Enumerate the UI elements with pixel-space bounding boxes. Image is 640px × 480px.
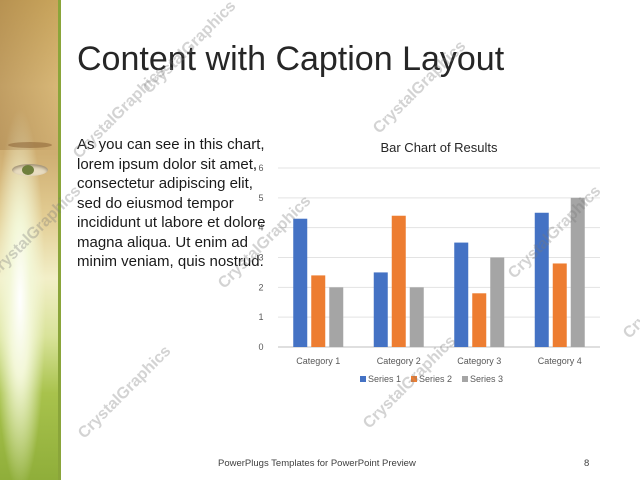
x-tick-label: Category 1 bbox=[296, 356, 340, 366]
y-tick-label: 0 bbox=[258, 342, 263, 352]
y-tick-label: 5 bbox=[258, 193, 263, 203]
y-tick-label: 1 bbox=[258, 312, 263, 322]
legend-label: Series 3 bbox=[470, 374, 503, 384]
bar-series-2 bbox=[472, 293, 487, 347]
accent-bar bbox=[58, 0, 61, 480]
side-photo bbox=[0, 0, 60, 480]
x-tick-label: Category 3 bbox=[457, 356, 501, 366]
eyebrow bbox=[8, 142, 52, 148]
bar-series-3 bbox=[409, 287, 424, 347]
bar-series-3 bbox=[490, 257, 505, 347]
watermark: CrystalGraphics bbox=[75, 342, 175, 443]
bar-series-2 bbox=[391, 215, 406, 347]
x-tick-label: Category 4 bbox=[538, 356, 582, 366]
bar-series-2 bbox=[311, 275, 326, 347]
footer-text: PowerPlugs Templates for PowerPoint Prev… bbox=[218, 458, 416, 469]
y-tick-label: 6 bbox=[258, 163, 263, 173]
legend-swatch bbox=[462, 376, 468, 382]
bar-series-2 bbox=[552, 263, 567, 347]
bar-series-1 bbox=[534, 212, 549, 347]
watermark: CrystalGraphics bbox=[620, 242, 640, 343]
bar-series-1 bbox=[293, 218, 308, 347]
y-tick-label: 3 bbox=[258, 253, 263, 263]
legend-label: Series 2 bbox=[419, 374, 452, 384]
y-tick-label: 4 bbox=[258, 223, 263, 233]
iris bbox=[22, 165, 34, 175]
slide-title: Content with Caption Layout bbox=[77, 40, 505, 78]
face-shade bbox=[0, 0, 60, 150]
bar-chart: Bar Chart of Results 0 1 2 3 4 5 6 Category 1 Cat… bbox=[258, 140, 600, 384]
caption-text: As you can see in this chart, lorem ipsu… bbox=[77, 136, 266, 270]
legend-swatch bbox=[360, 376, 366, 382]
x-tick-label: Category 2 bbox=[377, 356, 421, 366]
legend-label: Series 1 bbox=[368, 374, 401, 384]
bar-series-3 bbox=[570, 197, 585, 347]
chart-title: Bar Chart of Results bbox=[380, 140, 498, 155]
bar-series-3 bbox=[329, 287, 344, 347]
bar-series-1 bbox=[454, 242, 469, 347]
legend-swatch bbox=[411, 376, 417, 382]
bar-series-1 bbox=[373, 272, 388, 347]
eye bbox=[12, 164, 48, 176]
page-number: 8 bbox=[584, 458, 590, 469]
y-tick-label: 2 bbox=[258, 282, 263, 292]
